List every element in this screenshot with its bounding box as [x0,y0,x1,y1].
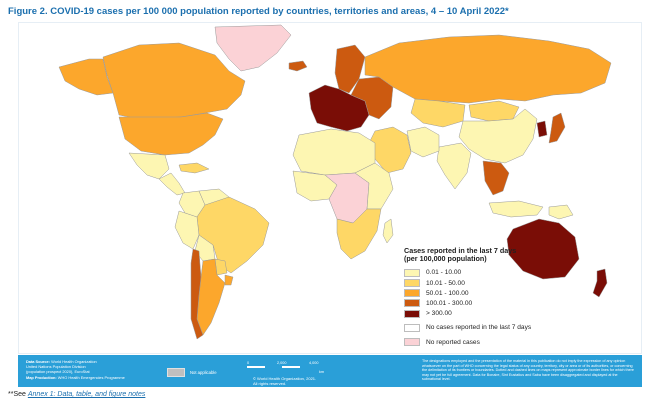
figure-title: Figure 2. COVID-19 cases per 100 000 pop… [8,6,509,17]
legend-item: 10.01 - 50.00 [404,278,640,288]
legend-item: No cases reported in the last 7 days [404,323,640,333]
legend-item: No reported cases [404,337,640,347]
copyright: © World Health Organization, 2021. All r… [253,376,317,386]
not-applicable-swatch [167,368,185,377]
world-map-svg [58,24,612,340]
region-greenland [214,24,292,72]
region-peru [174,210,200,250]
region-kazakhstan [410,98,466,128]
legend-swatch [404,268,420,277]
region-australia [506,218,580,280]
map-footer: Data Source: World Health Organization U… [18,355,642,387]
not-applicable-label: Not applicable [190,370,217,375]
legend-item: 50.01 - 100.00 [404,288,640,298]
legend-item: > 300.00 [404,309,640,319]
region-russia [364,34,612,104]
scale-bar: 0 2,000 4,000 km [247,361,325,374]
region-mongolia [468,100,520,122]
legend-swatch [404,289,420,298]
region-uruguay [224,274,234,286]
disclaimer: The designations employed and the presen… [422,359,634,382]
legend-swatch [404,279,420,288]
legend-swatch [404,323,420,332]
data-source-block: Data Source: World Health Organization U… [26,359,125,380]
legend-swatch [404,309,420,318]
region-central-america [158,172,186,196]
region-iran [406,126,440,158]
legend-item: 100.01 - 300.00 [404,298,640,308]
annex-link[interactable]: Annex 1: Data, table, and figure notes [27,391,146,398]
legend-title: Cases reported in the last 7 days (per 1… [404,246,517,264]
region-canada [102,42,246,120]
region-korea [536,120,548,138]
region-north-africa [292,128,376,176]
legend-swatch [404,338,420,347]
region-southeast-asia [482,160,510,196]
region-caribbean [178,162,210,174]
region-chile [190,248,204,340]
map-legend: Cases reported in the last 7 days (per 1… [404,246,640,351]
region-madagascar [382,218,394,244]
region-alaska [58,58,114,96]
region-southern-africa [336,208,382,260]
region-scandinavia [334,44,366,94]
legend-item: 0.01 - 10.00 [404,268,640,278]
region-png [548,204,574,220]
region-mexico [128,152,170,180]
region-new-zealand [592,268,608,298]
legend-swatch [404,299,420,308]
annex-footnote: **See Annex 1: Data, table, and figure n… [8,391,146,398]
region-iceland [288,60,308,72]
region-china [458,108,538,164]
region-india [436,142,472,190]
region-usa [118,112,224,156]
region-indonesia [488,200,544,218]
region-japan [548,112,566,144]
world-map [18,22,642,354]
region-east-africa [354,162,394,210]
